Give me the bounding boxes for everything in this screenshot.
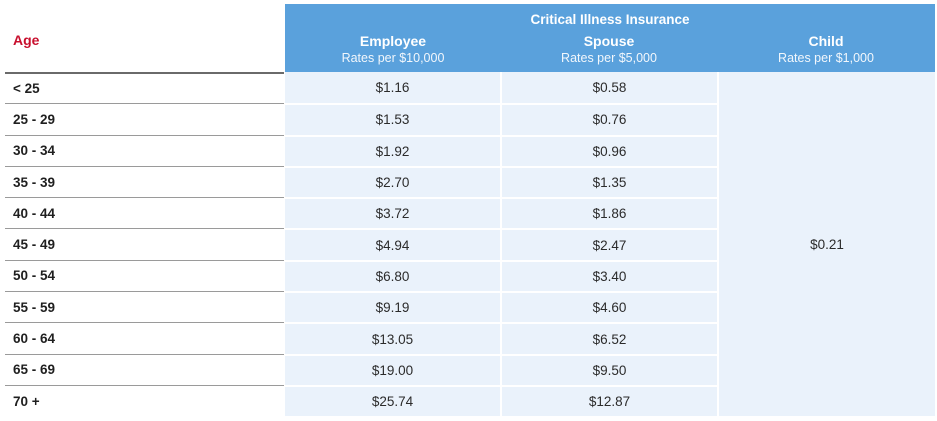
employee-rate-cell: $4.94 — [285, 228, 500, 259]
spouse-rate-cell: $4.60 — [502, 291, 717, 322]
age-band-cell: 35 - 39 — [5, 166, 284, 197]
spouse-rate-cell: $1.35 — [502, 166, 717, 197]
table-header: Age Critical Illness Insurance Employee … — [5, 4, 935, 72]
age-band-cell: 60 - 64 — [5, 322, 284, 353]
child-rate-cell: $0.21 — [719, 72, 935, 416]
age-band-cell: 70 + — [5, 385, 284, 416]
employee-column-header: Employee Rates per $10,000 — [285, 33, 501, 66]
child-column-header: Child Rates per $1,000 — [717, 33, 935, 66]
employee-rate-cell: $25.74 — [285, 385, 500, 416]
employee-rate-cell: $2.70 — [285, 166, 500, 197]
spouse-rate-cell: $0.76 — [502, 103, 717, 134]
age-band-cell: < 25 — [5, 72, 284, 103]
spouse-rate-cell: $3.40 — [502, 260, 717, 291]
spouse-rate-cell: $2.47 — [502, 228, 717, 259]
age-band-cell: 25 - 29 — [5, 103, 284, 134]
child-header-label: Child — [717, 33, 935, 50]
employee-rate-cell: $13.05 — [285, 322, 500, 353]
spouse-column-header: Spouse Rates per $5,000 — [501, 33, 717, 66]
age-band-cell: 30 - 34 — [5, 135, 284, 166]
spouse-rate-cell: $9.50 — [502, 354, 717, 385]
employee-rate-cell: $3.72 — [285, 197, 500, 228]
spouse-rate-cell: $12.87 — [502, 385, 717, 416]
employee-rate-cell: $1.16 — [285, 72, 500, 103]
employee-rate-cell: $1.92 — [285, 135, 500, 166]
employee-header-label: Employee — [285, 33, 501, 50]
spouse-rate-cell: $6.52 — [502, 322, 717, 353]
coverage-header-band: Critical Illness Insurance Employee Rate… — [285, 4, 935, 72]
employee-rate-cell: $9.19 — [285, 291, 500, 322]
employee-rate-cell: $19.00 — [285, 354, 500, 385]
age-band-cell: 55 - 59 — [5, 291, 284, 322]
age-column-header: Age — [13, 32, 39, 48]
insurance-title: Critical Illness Insurance — [285, 12, 935, 27]
spouse-rate-cell: $0.58 — [502, 72, 717, 103]
spouse-header-label: Spouse — [501, 33, 717, 50]
employee-header-rate-basis: Rates per $10,000 — [285, 50, 501, 66]
child-header-rate-basis: Rates per $1,000 — [717, 50, 935, 66]
spouse-rate-cell: $0.96 — [502, 135, 717, 166]
employee-rate-cell: $6.80 — [285, 260, 500, 291]
age-band-cell: 40 - 44 — [5, 197, 284, 228]
age-band-cell: 50 - 54 — [5, 260, 284, 291]
age-band-cell: 65 - 69 — [5, 354, 284, 385]
spouse-header-rate-basis: Rates per $5,000 — [501, 50, 717, 66]
age-band-cell: 45 - 49 — [5, 228, 284, 259]
rates-table: Age Critical Illness Insurance Employee … — [5, 4, 935, 72]
employee-rate-cell: $1.53 — [285, 103, 500, 134]
spouse-rate-cell: $1.86 — [502, 197, 717, 228]
